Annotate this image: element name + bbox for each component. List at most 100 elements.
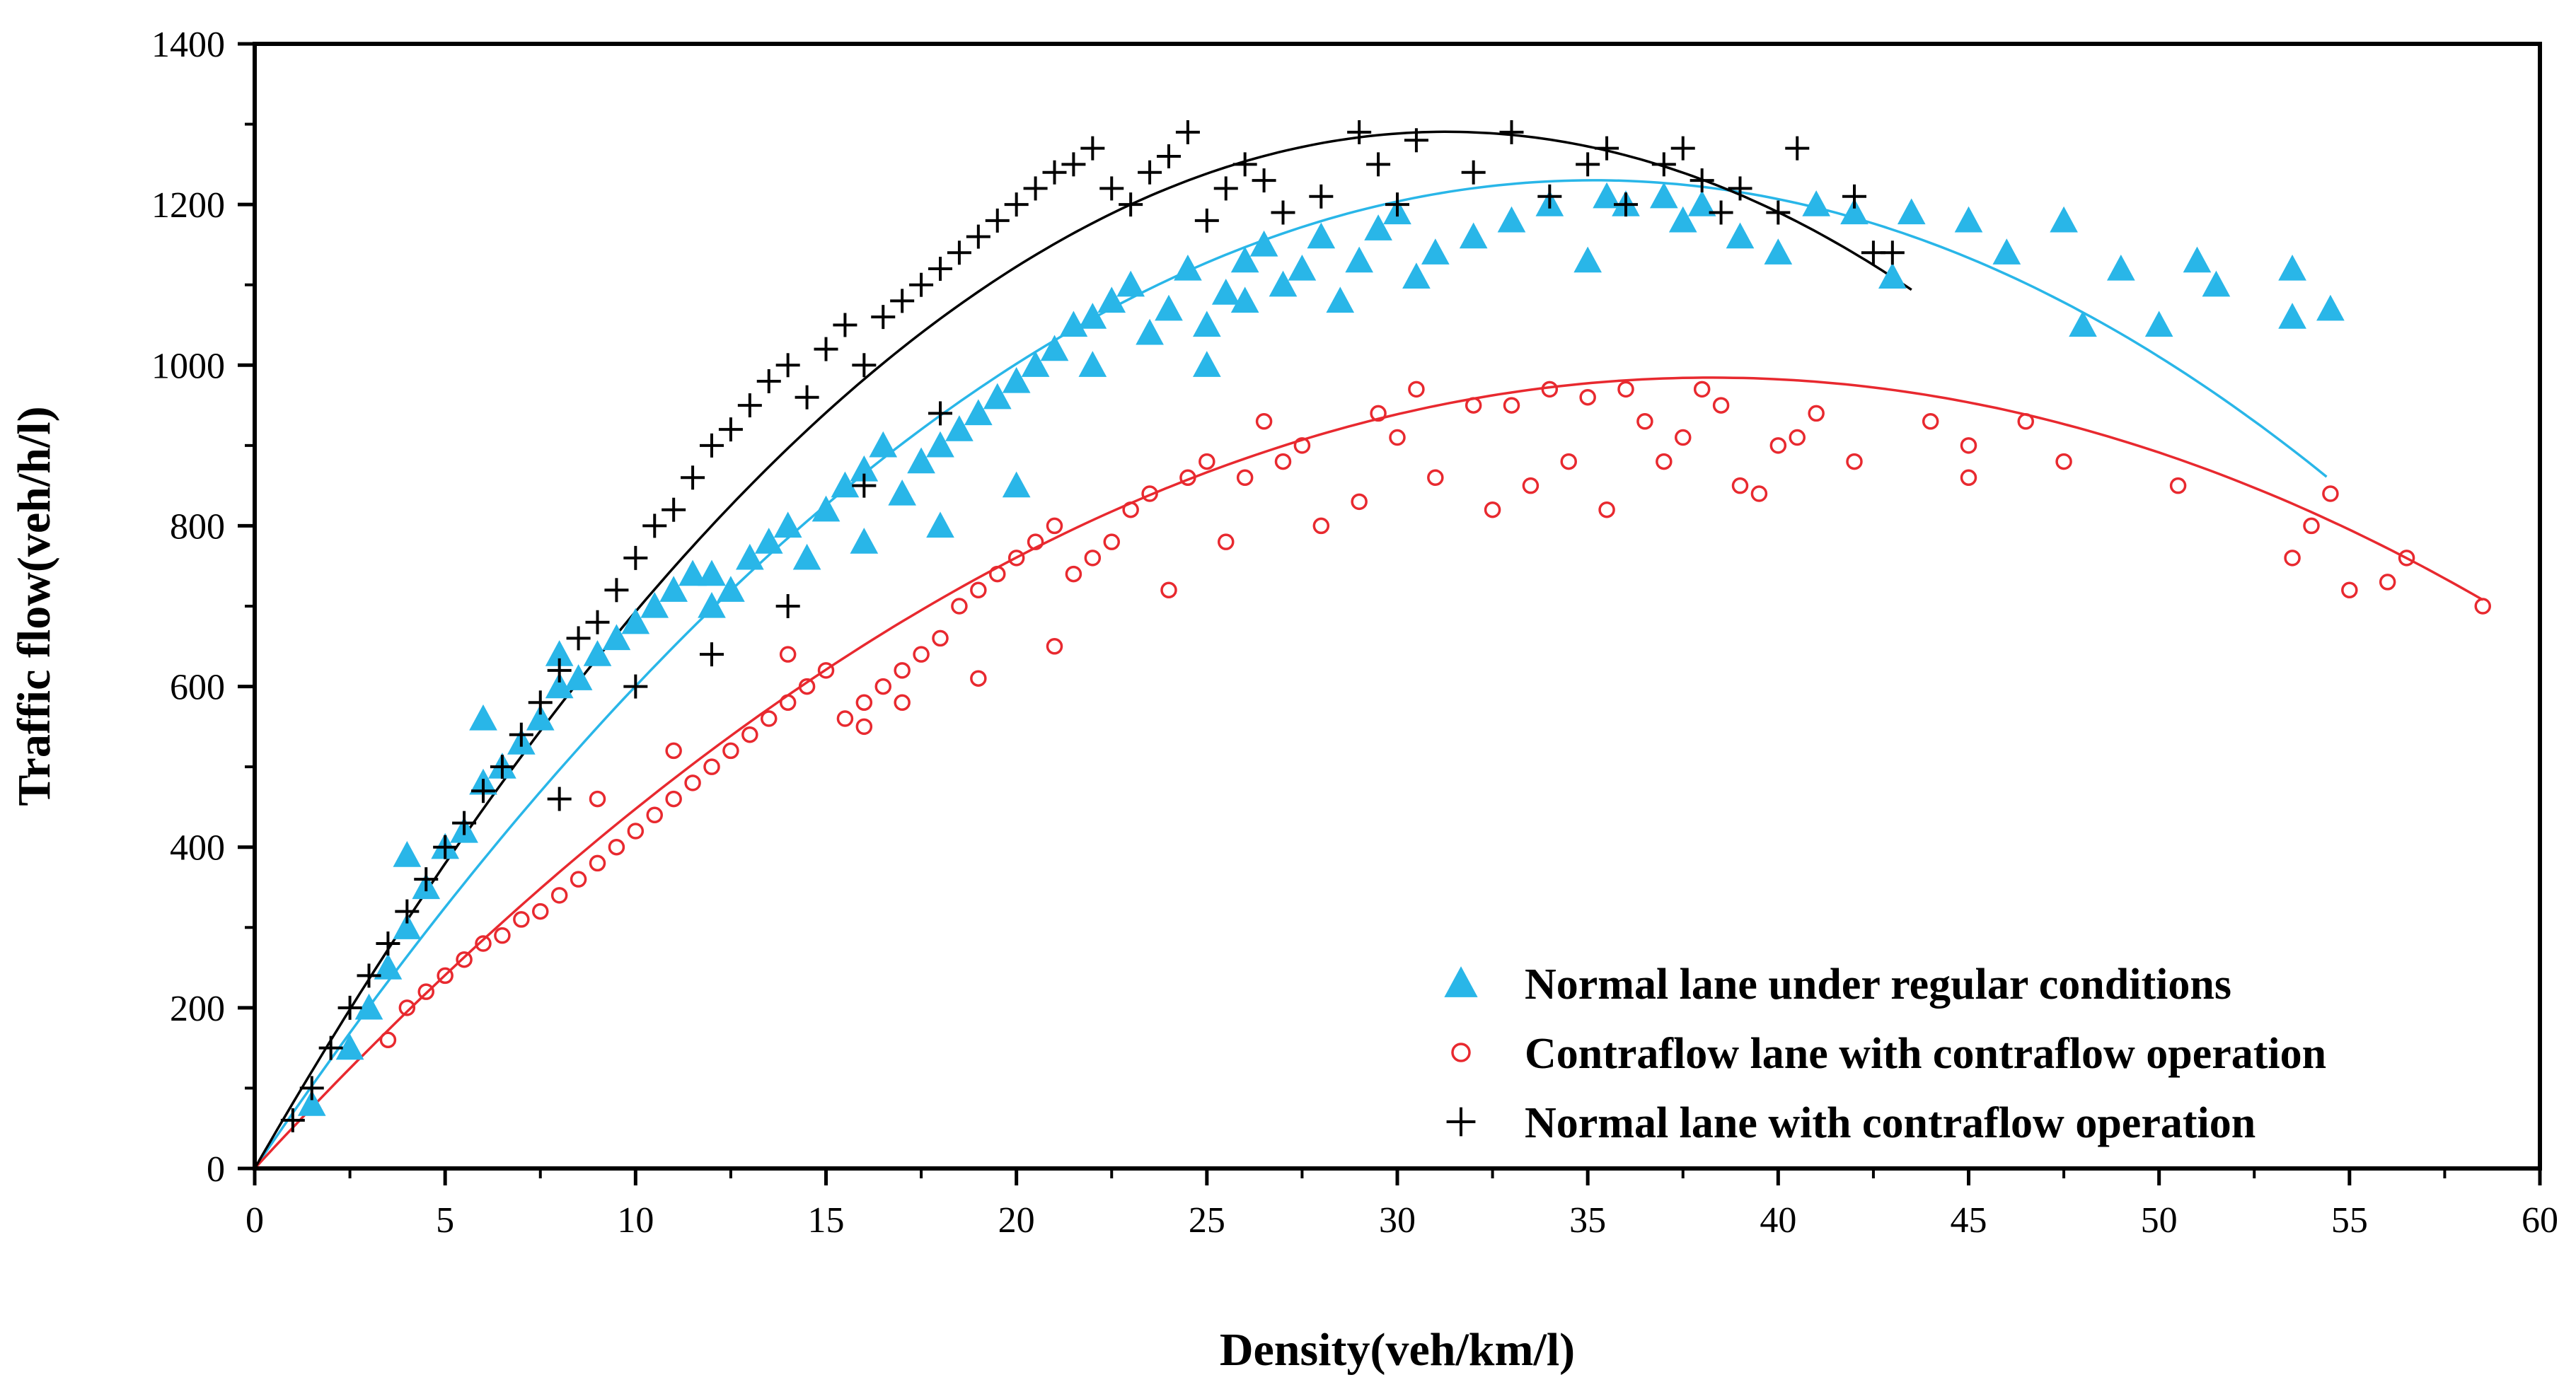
data-point-circle (437, 967, 454, 985)
data-point-triangle (1136, 318, 1164, 345)
y-tick-label: 800 (170, 506, 225, 547)
data-point-plus (1690, 168, 1714, 193)
data-point-plus (604, 578, 629, 603)
fit-curve-triangle (253, 179, 2328, 1169)
data-point-triangle (393, 913, 422, 939)
data-point-circle (550, 887, 568, 904)
data-point-circle (665, 790, 682, 808)
data-point-plus (1232, 152, 1257, 177)
data-point-triangle (1402, 262, 1431, 289)
data-point-circle (417, 983, 434, 1000)
data-point-plus (414, 867, 439, 892)
data-point-triangle (1840, 198, 1869, 225)
data-point-circle (855, 718, 873, 736)
data-point-plus (775, 353, 800, 378)
data-point-triangle (1078, 351, 1107, 377)
data-point-plus (966, 224, 990, 249)
data-point-circle (1370, 405, 1387, 422)
data-point-plus (1366, 152, 1391, 177)
data-point-circle (836, 710, 854, 727)
data-point-triangle (1802, 190, 1831, 216)
data-point-plus (1347, 120, 1372, 144)
data-point-circle (589, 854, 606, 872)
data-point-triangle (545, 672, 574, 699)
y-tick-label: 200 (170, 989, 225, 1029)
x-tick-label: 10 (617, 1200, 654, 1241)
data-point-plus (681, 465, 705, 490)
data-point-plus (1499, 120, 1524, 144)
data-point-circle (1293, 437, 1311, 454)
data-point-circle (1046, 517, 1063, 535)
data-point-plus (452, 811, 477, 835)
data-point-circle (1522, 477, 1540, 494)
data-point-plus (928, 401, 952, 426)
data-point-circle (779, 646, 797, 663)
data-point-triangle (1421, 238, 1450, 265)
data-point-plus (1614, 192, 1638, 217)
data-point-circle (989, 565, 1006, 583)
data-point-triangle (526, 704, 555, 731)
data-point-circle (532, 903, 549, 920)
data-point-triangle (374, 953, 403, 980)
y-tick-label: 0 (207, 1149, 225, 1190)
data-point-plus (1138, 160, 1162, 185)
x-axis: 0 5 10 15 20 25 30 35 40 45 50 55 60 (246, 1168, 2558, 1241)
data-point-circle (1656, 453, 1673, 470)
data-point-circle (761, 710, 778, 727)
legend-label-contraflow-lane: Contraflow lane with contraflow operatio… (1525, 1030, 2326, 1078)
data-point-triangle (1097, 286, 1126, 313)
data-point-plus (623, 674, 648, 699)
data-point-plus (1252, 168, 1276, 193)
fit-curves (253, 130, 2484, 1170)
data-points (280, 120, 2491, 1132)
data-point-triangle (717, 576, 745, 602)
data-point-triangle (945, 415, 974, 441)
data-point-triangle (678, 559, 707, 586)
data-point-plus (775, 594, 800, 618)
data-point-triangle (1002, 471, 1031, 498)
x-tick-label: 25 (1189, 1200, 1225, 1241)
y-tick-label: 400 (170, 828, 225, 869)
data-point-plus (509, 722, 533, 747)
data-point-plus (909, 272, 934, 297)
data-point-triangle (1192, 351, 1221, 377)
data-point-circle (798, 678, 816, 695)
data-point-triangle (583, 640, 612, 666)
data-point-plus (1271, 200, 1295, 225)
data-point-circle (1046, 638, 1063, 655)
data-point-circle (703, 758, 720, 775)
data-point-triangle (1288, 254, 1317, 281)
data-point-plus (280, 1108, 305, 1132)
data-point-triangle (621, 608, 650, 634)
fit-curve-circle (253, 376, 2484, 1170)
data-point-triangle (831, 471, 860, 498)
data-point-circle (1351, 493, 1368, 511)
data-point-plus (1785, 136, 1810, 161)
data-point-plus (852, 353, 877, 378)
data-point-plus (833, 313, 857, 337)
data-point-triangle (1573, 246, 1602, 273)
data-point-circle (1199, 453, 1215, 470)
data-point-circle (894, 694, 911, 712)
data-point-circle (1179, 469, 1196, 487)
data-point-plus (1709, 200, 1733, 225)
data-point-plus (871, 305, 896, 330)
data-point-circle (1731, 477, 1749, 494)
x-tick-label: 5 (436, 1200, 454, 1241)
data-point-triangle (1174, 254, 1202, 281)
data-point-plus (642, 513, 667, 538)
data-point-triangle (469, 704, 497, 731)
data-point-triangle (1192, 311, 1221, 337)
data-point-triangle (1307, 222, 1336, 249)
data-point-plus (528, 690, 553, 715)
x-tick-label: 60 (2522, 1200, 2558, 1241)
data-point-triangle (602, 624, 631, 651)
data-point-circle (932, 629, 949, 647)
data-point-circle (1808, 405, 1825, 422)
legend-marker-plus (1446, 1107, 1476, 1137)
data-point-plus (376, 932, 400, 956)
data-point-plus (756, 369, 781, 393)
data-point-circle (1465, 397, 1482, 414)
data-point-circle (2474, 598, 2491, 615)
data-point-plus (737, 393, 762, 418)
